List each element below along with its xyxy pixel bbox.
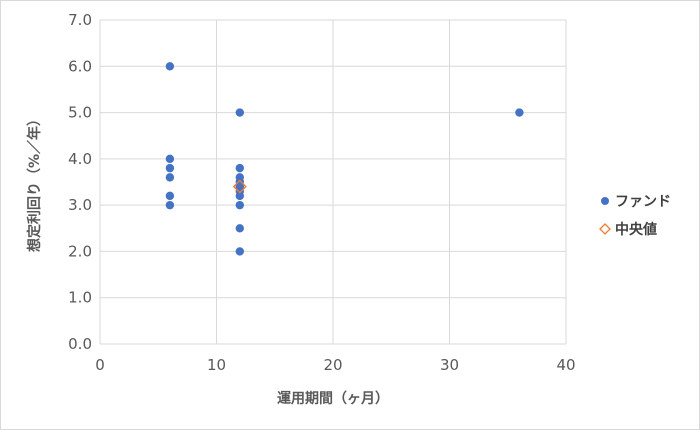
x-axis-title: 運用期間（ヶ月） [277, 391, 389, 407]
y-tick-label: 7.0 [68, 11, 92, 29]
legend: ファンド 中央値 [599, 194, 671, 238]
x-axis-ticks: 0 10 20 30 40 [95, 356, 575, 374]
y-tick-label: 5.0 [68, 104, 92, 122]
y-axis-title: 想定利回り（%／年） [26, 112, 43, 253]
median-point [232, 179, 247, 194]
data-points [165, 62, 524, 256]
fund-point [165, 163, 175, 173]
y-tick-label: 6.0 [68, 57, 92, 75]
y-tick-label: 0.0 [68, 335, 92, 353]
fund-point [235, 108, 244, 117]
fund-point [235, 191, 244, 201]
legend-median-label: 中央値 [615, 221, 657, 238]
fund-point [165, 173, 175, 182]
y-tick-label: 4.0 [68, 150, 92, 168]
fund-point [165, 191, 175, 201]
x-tick-label: 30 [440, 356, 459, 374]
legend-item-fund: ファンド [601, 194, 671, 210]
gridlines [99, 19, 567, 345]
legend-fund-marker [601, 197, 609, 205]
fund-point [235, 247, 244, 256]
fund-point [515, 108, 524, 117]
fund-point [235, 200, 244, 210]
fund-point [165, 200, 175, 210]
x-tick-label: 10 [207, 356, 226, 374]
legend-item-median: 中央値 [599, 221, 657, 238]
legend-median-marker [599, 223, 611, 235]
x-tick-label: 20 [323, 356, 342, 374]
fund-point [165, 62, 175, 71]
y-tick-label: 2.0 [68, 242, 92, 260]
y-tick-label: 3.0 [68, 196, 92, 214]
x-tick-label: 40 [556, 356, 575, 374]
fund-point [165, 154, 175, 164]
fund-point [235, 224, 244, 233]
x-tick-label: 0 [95, 356, 105, 374]
legend-fund-label: ファンド [615, 194, 671, 210]
y-tick-label: 1.0 [68, 289, 92, 307]
y-axis-ticks: 0.0 1.0 2.0 3.0 4.0 5.0 6.0 7.0 [68, 11, 92, 353]
fund-point [235, 163, 244, 173]
